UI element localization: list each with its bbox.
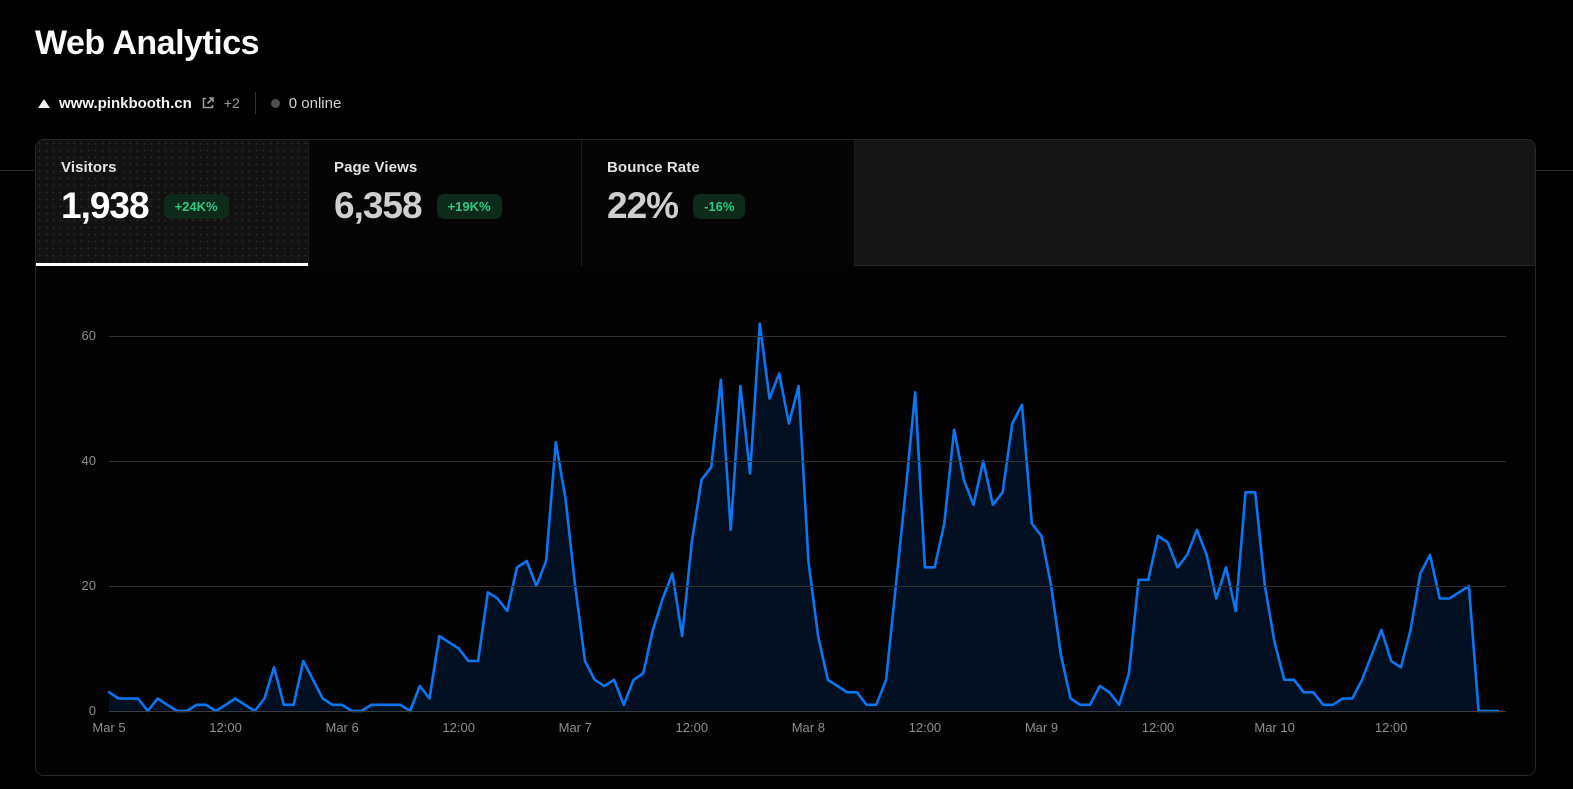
page-divider-left — [0, 170, 35, 171]
stats-tabstrip: Visitors 1,938 +24K% Page Views 6,358 +1… — [36, 140, 1535, 266]
page-title: Web Analytics — [35, 24, 260, 62]
stat-value: 22% — [607, 185, 679, 226]
online-status-icon — [270, 98, 280, 108]
tab-page-views[interactable]: Page Views 6,358 +19K% — [309, 140, 582, 266]
y-axis-label: 40 — [81, 453, 96, 468]
tab-visitors[interactable]: Visitors 1,938 +24K% — [36, 140, 309, 266]
y-axis-label: 20 — [81, 578, 96, 593]
x-axis-label: Mar 7 — [558, 720, 592, 735]
x-axis-label: Mar 9 — [1024, 720, 1059, 735]
series-line — [107, 322, 1500, 713]
gridline — [109, 461, 1506, 462]
stat-value: 1,938 — [61, 185, 150, 226]
tab-bounce-rate[interactable]: Bounce Rate 22% -16% — [582, 140, 855, 266]
extra-domains-count[interactable]: +2 — [223, 95, 240, 111]
gridline — [109, 586, 1506, 587]
triangle-up-icon — [38, 98, 50, 108]
stat-change-badge: +19K% — [436, 193, 502, 219]
stat-label: Bounce Rate — [607, 159, 700, 176]
x-axis-label: 12:00 — [1374, 720, 1408, 735]
stat-value: 6,358 — [334, 185, 423, 226]
stat-change-badge: +24K% — [163, 193, 229, 219]
x-axis-label: 12:00 — [1141, 720, 1175, 735]
gridline — [109, 711, 1506, 712]
x-axis-label: Mar 8 — [791, 720, 825, 735]
x-axis-label: 12:00 — [209, 720, 242, 735]
active-tab-indicator — [36, 263, 308, 266]
x-axis-label: Mar 6 — [325, 720, 359, 735]
page-divider-right — [1536, 170, 1573, 171]
y-axis-label: 60 — [81, 328, 96, 343]
external-link-icon[interactable] — [201, 96, 215, 110]
x-axis-label: Mar 5 — [92, 720, 126, 735]
tabstrip-filler — [855, 140, 1535, 266]
domain-selector[interactable]: www.pinkbooth.cn — [59, 94, 192, 112]
gridline — [109, 336, 1506, 337]
visitors-area-series — [107, 322, 1500, 713]
y-axis-label: 0 — [88, 703, 96, 718]
series-area-fill — [109, 323, 1498, 711]
vertical-divider — [254, 92, 256, 114]
analytics-panel: Visitors 1,938 +24K% Page Views 6,358 +1… — [35, 139, 1536, 776]
x-axis-label: Mar 10 — [1254, 720, 1295, 735]
x-axis-label: 12:00 — [675, 720, 709, 735]
stat-label: Page Views — [334, 159, 418, 176]
x-axis-label: 12:00 — [908, 720, 942, 735]
visitors-chart[interactable]: 0 20 40 60 Mar 5 12:00 Mar 6 12:00 Mar 7 12:00 Mar… — [36, 266, 1535, 775]
stat-label: Visitors — [61, 159, 117, 176]
stat-change-badge: -16% — [693, 193, 746, 219]
x-axis-label: 12:00 — [442, 720, 475, 735]
domain-bar: www.pinkbooth.cn +2 0 online — [38, 90, 341, 116]
online-count: 0 online — [288, 94, 342, 112]
